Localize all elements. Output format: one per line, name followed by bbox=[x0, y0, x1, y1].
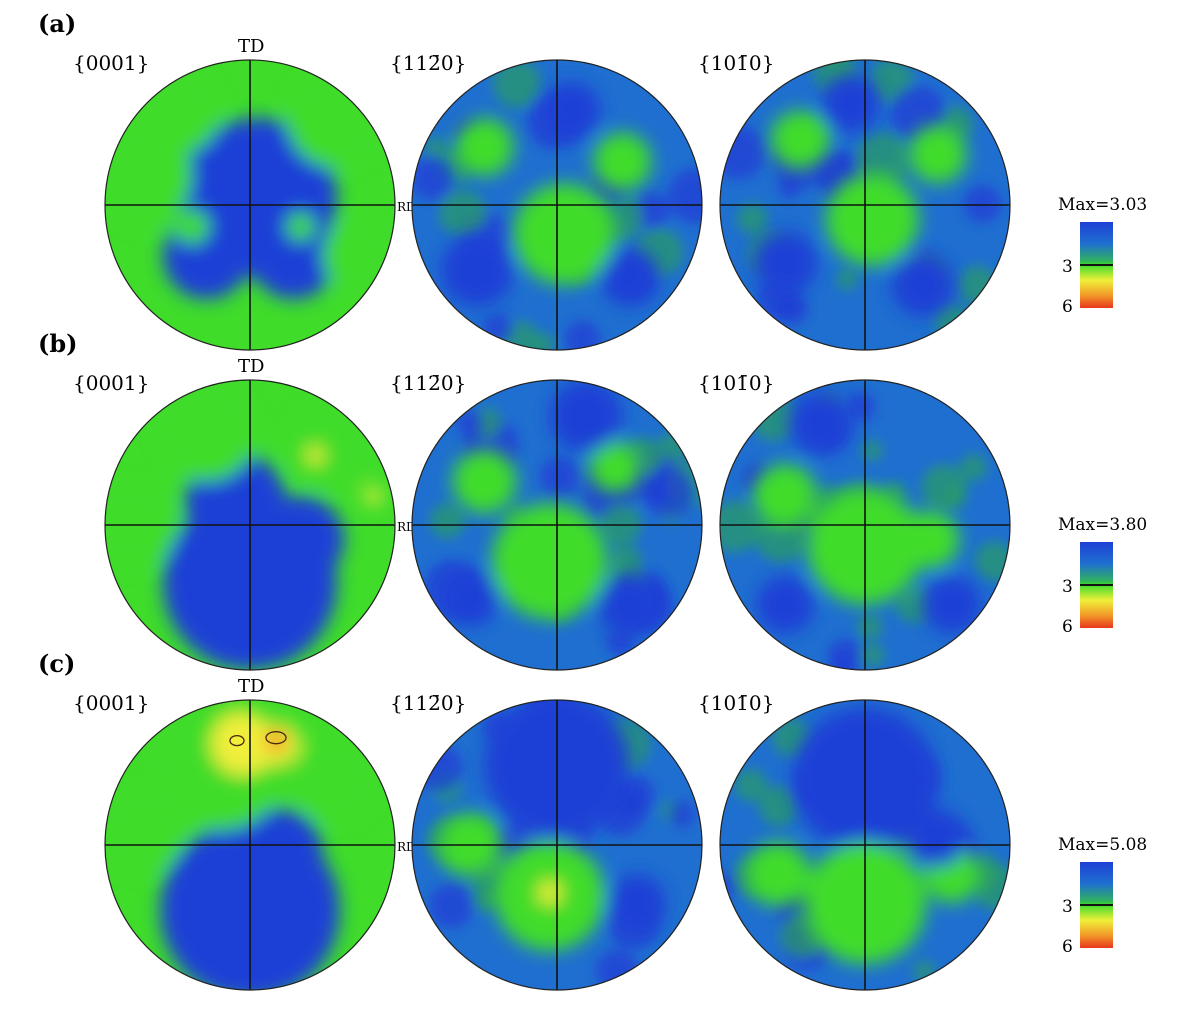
intensity-region bbox=[549, 380, 623, 453]
intensity-region bbox=[105, 787, 185, 874]
legend-max-value: Max=3.03 bbox=[1058, 195, 1147, 215]
intensity-region bbox=[923, 575, 981, 634]
legend-tick-6: 6 bbox=[1062, 617, 1073, 637]
intensity-region bbox=[441, 568, 499, 627]
intensity-region bbox=[441, 234, 514, 307]
intensity-region bbox=[513, 183, 615, 285]
intensity-region bbox=[257, 496, 345, 583]
legend-tick-3: 3 bbox=[1062, 577, 1073, 597]
pole-figure-boundary bbox=[411, 379, 703, 671]
legend-tick-6: 6 bbox=[1062, 297, 1073, 317]
intensity-legend: Max=5.08 3 6 bbox=[1058, 835, 1147, 957]
pole-figure-boundary bbox=[719, 59, 1011, 351]
rd-label: RD bbox=[397, 840, 416, 854]
plane-label: {112̄0} bbox=[390, 51, 466, 75]
intensity-region bbox=[134, 67, 221, 155]
plane-label: {0001} bbox=[73, 371, 149, 395]
plane-label: {101̄0} bbox=[698, 51, 774, 75]
intensity-region bbox=[364, 487, 382, 505]
pole-figure-1010: {101̄0} bbox=[698, 371, 1011, 671]
intensity-region bbox=[753, 464, 818, 528]
pole-figure-boundary bbox=[411, 59, 703, 351]
intensity-region bbox=[235, 808, 323, 896]
pole-figure-row: (c) {0001} TD RD {112̄0} {101̄0} Max=5.08 3 6 bbox=[38, 649, 1147, 991]
legend-max-value: Max=5.08 bbox=[1058, 835, 1147, 855]
plane-label: {112̄0} bbox=[390, 691, 466, 715]
intensity-region bbox=[455, 118, 514, 176]
intensity-region bbox=[264, 729, 288, 753]
pole-figure-1120: {112̄0} bbox=[390, 371, 703, 671]
panel-label: (b) bbox=[38, 329, 78, 358]
pole-figure-row: (a) {0001} TD RD {112̄0} {101̄0} Max=3.03 3 6 bbox=[38, 9, 1147, 351]
pole-figure-1010: {101̄0} bbox=[698, 51, 1011, 351]
pole-figure-boundary bbox=[104, 59, 396, 351]
max-contour bbox=[265, 731, 287, 745]
panel-label: (c) bbox=[38, 649, 75, 678]
plane-label: {112̄0} bbox=[390, 371, 466, 395]
pole-figure-boundary bbox=[104, 699, 396, 991]
intensity-region bbox=[908, 125, 967, 184]
td-label: TD bbox=[238, 676, 264, 697]
intensity-region bbox=[250, 212, 337, 300]
intensity-region bbox=[588, 440, 642, 494]
intensity-region bbox=[286, 401, 374, 489]
intensity-region bbox=[597, 572, 662, 637]
intensity-region bbox=[607, 874, 666, 932]
legend-tick-6: 6 bbox=[1062, 937, 1073, 957]
intensity-region bbox=[891, 252, 955, 317]
plane-label: {101̄0} bbox=[698, 691, 774, 715]
intensity-region bbox=[155, 380, 258, 482]
intensity-region bbox=[600, 248, 659, 307]
intensity-region bbox=[174, 209, 210, 245]
td-label: TD bbox=[238, 356, 264, 377]
pole-figure-boundary bbox=[719, 379, 1011, 671]
intensity-region bbox=[306, 446, 324, 465]
rd-label: RD bbox=[397, 520, 416, 534]
rd-label: RD bbox=[397, 200, 416, 214]
pole-figure-1120: {112̄0} bbox=[390, 51, 703, 351]
intensity-region bbox=[286, 67, 388, 169]
legend-tick-3: 3 bbox=[1062, 257, 1073, 277]
intensity-region bbox=[538, 881, 562, 905]
pole-figure-boundary bbox=[104, 379, 396, 671]
legend-max-value: Max=3.80 bbox=[1058, 515, 1147, 535]
intensity-region bbox=[770, 110, 829, 169]
intensity-region bbox=[542, 81, 601, 140]
intensity-region bbox=[908, 808, 967, 867]
pole-figure-boundary bbox=[411, 699, 703, 991]
plane-label: {0001} bbox=[73, 691, 149, 715]
max-contour bbox=[229, 734, 245, 747]
pole-figure-0001: {0001} TD RD bbox=[73, 676, 416, 991]
intensity-region bbox=[901, 510, 960, 569]
plane-label: {101̄0} bbox=[698, 371, 774, 395]
pole-figure-1120: {112̄0} bbox=[390, 691, 703, 991]
intensity-region bbox=[286, 212, 316, 242]
intensity-region bbox=[593, 132, 652, 191]
plane-label: {0001} bbox=[73, 51, 149, 75]
intensity-region bbox=[756, 575, 815, 634]
intensity-legend: Max=3.03 3 6 bbox=[1058, 195, 1147, 317]
intensity-region bbox=[821, 74, 880, 133]
intensity-region bbox=[753, 231, 818, 295]
pole-figure-0001: {0001} TD RD bbox=[73, 356, 416, 671]
intensity-region bbox=[322, 219, 395, 292]
pole-figure-row: (b) {0001} TD RD {112̄0} {101̄0} Max=3.80 3 6 bbox=[38, 329, 1147, 671]
intensity-region bbox=[789, 391, 854, 456]
pole-figure-boundary bbox=[719, 699, 1011, 991]
legend-tick-3: 3 bbox=[1062, 897, 1073, 917]
panel-label: (a) bbox=[38, 9, 76, 38]
intensity-region bbox=[825, 173, 919, 266]
intensity-region bbox=[452, 449, 517, 514]
pole-figure-1010: {101̄0} bbox=[698, 691, 1011, 991]
intensity-legend: Max=3.80 3 6 bbox=[1058, 515, 1147, 637]
pole-figure-0001: {0001} TD RD bbox=[73, 36, 416, 351]
intensity-region bbox=[491, 503, 608, 620]
intensity-region bbox=[746, 842, 810, 906]
td-label: TD bbox=[238, 36, 264, 57]
intensity-region bbox=[293, 736, 381, 824]
